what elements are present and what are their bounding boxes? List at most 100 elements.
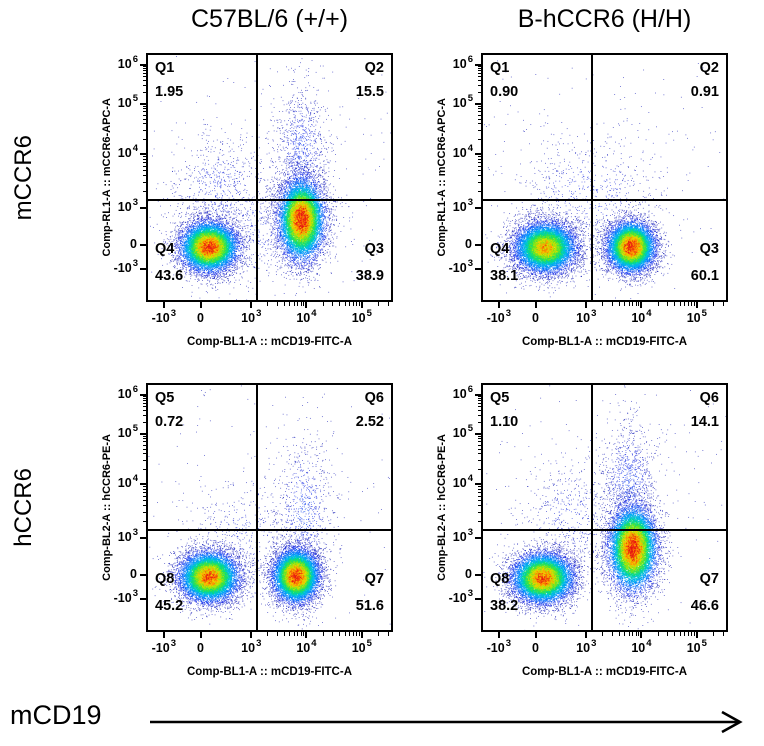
x-tick-label: 104 (619, 308, 663, 328)
x-axis-minor-tick (303, 302, 305, 306)
y-axis-minor-tick (142, 70, 146, 72)
y-axis-minor-tick (477, 105, 481, 107)
y-axis-minor-tick (477, 486, 481, 488)
y-tick-base: 0 (130, 236, 137, 251)
y-axis-minor-tick (477, 191, 481, 193)
x-axis-major-tick (305, 632, 308, 638)
y-tick-exponent: 5 (467, 423, 473, 434)
y-tick-base: 10 (452, 56, 467, 71)
y-tick-exponent: 6 (132, 53, 138, 65)
x-axis-minor-tick (349, 632, 351, 636)
quadrant-value: 46.6 (690, 598, 719, 614)
y-axis-minor-tick (142, 448, 146, 450)
x-axis-minor-tick (349, 302, 351, 306)
quadrant-value: 14.1 (690, 414, 719, 430)
bottom-axis-label: mCD19 (10, 700, 102, 730)
y-axis-minor-tick (142, 499, 146, 501)
x-tick-base: 0 (531, 641, 539, 655)
x-tick-label: 103 (229, 638, 273, 658)
y-axis-major-tick (140, 393, 146, 396)
quadrant-label: Q3 (364, 241, 384, 257)
x-axis-major-tick (360, 632, 363, 638)
y-tick-label: -103 (427, 588, 473, 608)
x-axis-major-tick (497, 632, 500, 638)
x-axis-major-tick (305, 302, 308, 308)
density-scatter-canvas (483, 55, 726, 300)
quadrant-label: Q4 (155, 241, 175, 257)
y-axis-minor-tick (142, 162, 146, 164)
flow-plot: Q1 0.90 Q2 0.91 Q3 60.1 Q4 38.1 -103 0 103 104 105 10… (436, 53, 728, 348)
x-tick-exponent: 4 (311, 308, 317, 319)
y-tick-base: 10 (452, 426, 467, 440)
y-axis-minor-tick (142, 396, 146, 398)
y-axis-minor-tick (142, 156, 146, 158)
y-axis-minor-tick (477, 459, 481, 461)
x-axis-major-tick (250, 302, 253, 308)
x-tick-exponent: 3 (505, 638, 511, 649)
x-axis-minor-tick (693, 632, 695, 636)
y-axis-minor-tick (142, 441, 146, 443)
x-axis-major-tick (695, 632, 698, 638)
x-axis-minor-tick (612, 302, 614, 306)
x-tick-exponent: 4 (646, 308, 652, 319)
y-axis-major-tick (140, 433, 146, 435)
y-tick-exponent: 5 (132, 93, 138, 104)
y-tick-label: 104 (427, 473, 473, 493)
quadrant-label: Q1 (155, 60, 175, 76)
x-axis-minor-tick (684, 302, 686, 306)
y-axis-minor-tick (477, 421, 481, 423)
x-axis-label: Comp-BL1-A :: mCD19-FITC-A (521, 336, 688, 348)
x-axis-minor-tick (722, 302, 724, 306)
quadrant-value: 1.10 (490, 414, 519, 430)
quadrant-label: Q5 (155, 390, 175, 406)
y-tick-label: 103 (92, 197, 138, 217)
y-tick-exponent: 3 (132, 197, 138, 209)
y-tick-exponent: 3 (467, 588, 473, 600)
y-tick-label: 104 (92, 473, 138, 493)
x-tick-label: 0 (514, 310, 558, 328)
y-axis-major-tick (140, 243, 146, 246)
y-tick-exponent: 3 (132, 527, 138, 539)
y-axis-minor-tick (142, 129, 146, 131)
y-tick-label: 0 (92, 566, 138, 584)
y-tick-base: 10 (117, 146, 132, 161)
x-tick-base: 10 (241, 311, 256, 325)
x-axis-minor-tick (602, 302, 604, 306)
x-axis-minor-tick (344, 302, 346, 306)
x-axis-minor-tick (289, 302, 291, 306)
y-tick-label: 105 (427, 423, 473, 443)
x-axis-minor-tick (632, 632, 634, 636)
y-axis-minor-tick (477, 444, 481, 446)
x-axis-major-tick (360, 302, 363, 308)
y-axis-minor-tick (142, 108, 146, 110)
x-axis-label: Comp-BL1-A :: mCD19-FITC-A (521, 666, 688, 678)
x-tick-base: 0 (196, 311, 204, 325)
y-axis-minor-tick (477, 492, 481, 494)
x-axis-minor-tick (293, 302, 295, 306)
quadrant-label: Q1 (490, 60, 510, 76)
y-axis-minor-tick (477, 129, 481, 131)
y-axis-minor-tick (477, 409, 481, 411)
y-tick-base: 10 (117, 476, 132, 491)
x-tick-base: -10 (486, 641, 505, 655)
y-tick-label: -103 (92, 258, 138, 278)
y-tick-exponent: 4 (132, 143, 138, 155)
x-tick-label: -103 (477, 638, 521, 658)
y-axis-minor-tick (477, 68, 481, 70)
y-axis-minor-tick (142, 72, 146, 74)
y-axis-minor-tick (477, 76, 481, 78)
y-tick-exponent: 5 (467, 93, 473, 104)
y-axis-major-tick (475, 393, 481, 396)
y-axis-minor-tick (142, 91, 146, 93)
y-axis-minor-tick (477, 488, 481, 490)
y-axis-minor-tick (142, 66, 146, 68)
y-tick-base: 0 (465, 236, 472, 251)
y-tick-label: 106 (427, 384, 473, 404)
x-axis-minor-tick (344, 632, 346, 636)
y-tick-exponent: 4 (467, 143, 473, 155)
y-axis-major-tick (140, 103, 146, 105)
quadrant-gate-horizontal (148, 199, 391, 202)
x-axis-major-tick (199, 632, 202, 638)
y-axis-minor-tick (142, 402, 146, 404)
y-tick-base: 10 (117, 200, 132, 215)
